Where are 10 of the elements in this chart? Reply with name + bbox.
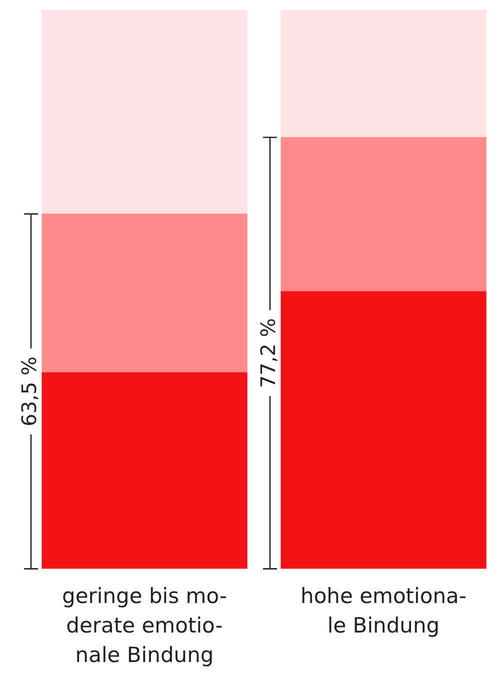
bar — [280, 137, 486, 292]
bar — [42, 10, 248, 214]
x-tick-label: geringe bis mo- derate emotio- nale Bindung — [62, 584, 228, 667]
bar — [280, 291, 486, 569]
annotation: 77,2 % — [256, 318, 280, 388]
x-tick-label: hohe emotiona- le Bindung — [300, 584, 466, 638]
bar — [42, 214, 248, 373]
annotation: 63,5 % — [17, 356, 42, 426]
bar — [280, 10, 486, 138]
bar — [42, 372, 248, 569]
